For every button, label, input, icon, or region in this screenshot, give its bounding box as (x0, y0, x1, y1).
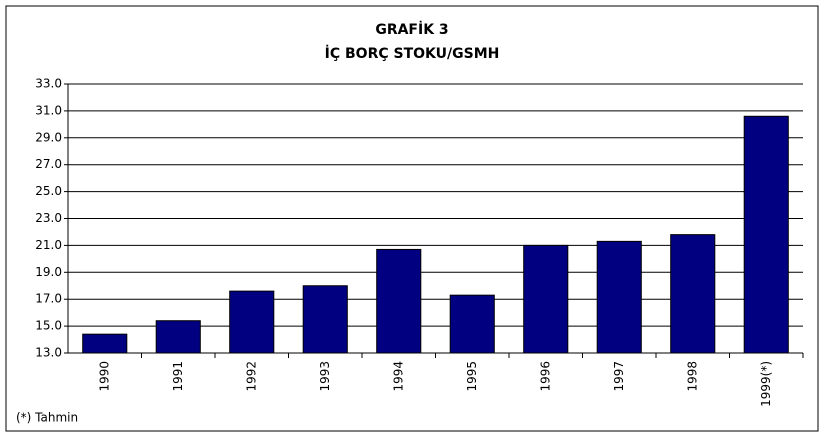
y-tick-label: 13.0 (35, 346, 62, 360)
y-tick-label: 29.0 (35, 130, 62, 144)
bar (670, 234, 716, 354)
y-tick-label: 15.0 (35, 319, 62, 333)
y-tick-label: 21.0 (35, 238, 62, 252)
y-tick-label: 33.0 (35, 77, 62, 91)
y-tick-label: 31.0 (35, 103, 62, 117)
bar (376, 248, 422, 354)
x-tick-label: 1998 (685, 361, 699, 392)
x-tick-label: 1994 (391, 361, 405, 392)
x-tick-label: 1990 (97, 361, 111, 392)
x-tick-label: 1997 (612, 361, 626, 392)
bar (155, 320, 201, 354)
bar (596, 240, 642, 354)
y-tick-label: 27.0 (35, 157, 62, 171)
x-tick-label: 1996 (538, 361, 552, 392)
chart-subtitle: İÇ BORÇ STOKU/GSMH (325, 45, 500, 62)
x-tick-label: 1993 (318, 361, 332, 392)
x-tick-label: 1999(*) (759, 361, 773, 407)
x-tick-label: 1991 (171, 361, 185, 392)
bar (229, 290, 275, 354)
y-tick-label: 19.0 (35, 265, 62, 279)
x-tick-label: 1995 (465, 361, 479, 392)
bar (82, 333, 128, 354)
x-tick-label: 1992 (244, 361, 258, 392)
y-tick-label: 25.0 (35, 184, 62, 198)
chart-title: GRAFİK 3 (375, 21, 448, 38)
bar (523, 244, 569, 354)
y-tick-label: 17.0 (35, 292, 62, 306)
bar (302, 285, 348, 354)
footnote: (*) Tahmin (16, 411, 78, 425)
y-tick-label: 23.0 (35, 211, 62, 225)
bar (449, 294, 495, 354)
bar (743, 115, 789, 354)
